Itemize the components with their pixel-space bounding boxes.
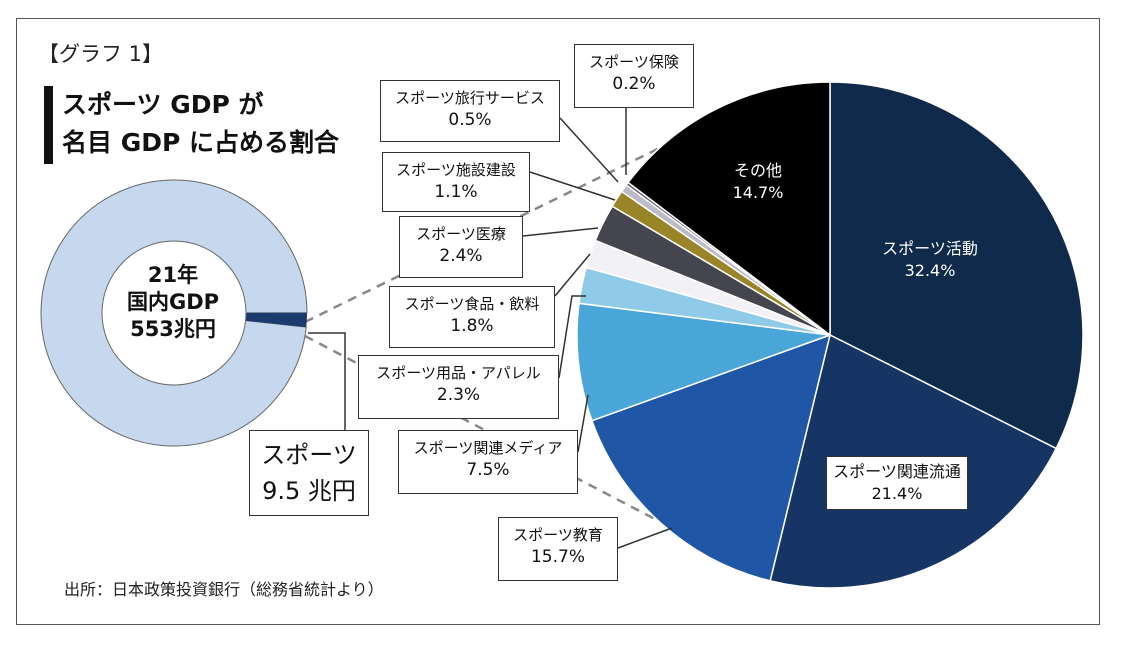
leader-line-6 [522, 227, 599, 237]
callout-sports-medical: スポーツ医療 2.4% [399, 216, 523, 278]
data-label-sports-distribution: スポーツ関連流通 21.4% [826, 456, 968, 510]
chart-title-line2: 名目 GDP に占める割合 [62, 128, 340, 157]
callout-sports-travel: スポーツ旅行サービス 0.5% [380, 80, 560, 142]
pie-slice-0 [829, 81, 1084, 450]
pie-slice-10 [627, 81, 831, 337]
chart-title: スポーツ GDP が 名目 GDP に占める割合 [62, 86, 339, 162]
leader-line-5 [554, 253, 591, 297]
data-label-sports-activity: スポーツ活動 32.4% [882, 239, 978, 280]
callout-sports-insurance: スポーツ保険 0.2% [574, 44, 694, 108]
leader-line-sports-total [308, 332, 346, 430]
donut-center-year: 21年 [147, 263, 199, 287]
pie-slice-3 [576, 302, 831, 422]
callout-sports-food: スポーツ食品・飲料 1.8% [389, 286, 555, 348]
figure-frame [16, 18, 1100, 625]
sports-total-label: スポーツ [261, 441, 357, 469]
pie-slice-2 [590, 333, 832, 582]
leader-line-8 [559, 117, 619, 183]
callout-sports-apparel: スポーツ用品・アパレル 2.3% [358, 355, 559, 419]
title-accent-bar [44, 86, 53, 164]
leader-lines [308, 108, 673, 549]
donut-hole [101, 240, 247, 386]
chart-title-line1: スポーツ GDP が [62, 90, 264, 119]
leader-line-3 [577, 394, 589, 453]
donut-center-name: 国内GDP [126, 290, 220, 314]
callout-sports-media: スポーツ関連メディア 7.5% [398, 430, 578, 494]
donut-center-label: 21年 国内GDP 553兆円 [108, 262, 238, 343]
callout-sports-education: スポーツ教育 15.7% [498, 517, 618, 581]
leader-line-4 [558, 295, 586, 379]
leader-line-2 [617, 527, 673, 549]
sports-total-value: 9.5 兆円 [262, 477, 356, 505]
sports-gdp-pie-chart [576, 81, 1084, 589]
data-label-other: その他 14.7% [732, 161, 784, 202]
callout-sports-facility: スポーツ施設建設 1.1% [382, 152, 530, 212]
leader-line-7 [529, 171, 616, 201]
source-note: 出所：日本政策投資銀行（総務省統計より） [64, 580, 384, 599]
graph-label: 【グラフ 1】 [38, 42, 164, 66]
donut-center-value: 553兆円 [130, 317, 216, 341]
sports-total-callout: スポーツ 9.5 兆円 [249, 430, 369, 516]
gdp-donut-chart [40, 179, 308, 447]
